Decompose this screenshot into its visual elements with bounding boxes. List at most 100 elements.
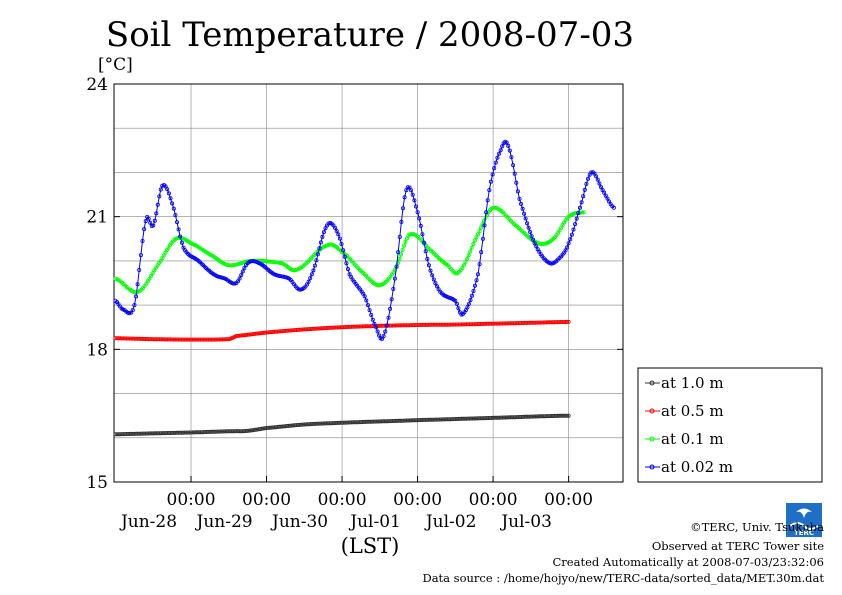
legend-item: at 1.0 m (645, 374, 724, 392)
data-point (415, 210, 420, 215)
data-point (528, 229, 533, 234)
x-tick-date: Jul-01 (348, 512, 401, 532)
x-tick-time: 00:00 (544, 490, 593, 510)
data-point (495, 155, 500, 160)
data-point (581, 210, 586, 215)
data-point (404, 188, 409, 193)
data-point (594, 174, 599, 179)
data-point (520, 206, 525, 211)
data-point (474, 278, 479, 283)
data-point (529, 234, 534, 239)
data-point (485, 198, 490, 203)
data-point (573, 222, 578, 227)
x-tick-time: 00:00 (393, 490, 442, 510)
data-point (312, 263, 317, 268)
data-point (579, 200, 584, 205)
logo-drop-icon (796, 508, 812, 518)
data-point (565, 245, 570, 250)
data-point (565, 413, 570, 418)
data-point (405, 185, 410, 190)
data-point (511, 163, 516, 168)
data-point (148, 220, 153, 225)
data-point (517, 196, 522, 201)
data-point (413, 204, 418, 209)
data-point (468, 298, 473, 303)
data-point (364, 298, 369, 303)
data-point (298, 287, 303, 292)
credit-observed: Observed at TERC Tower site (652, 539, 824, 553)
data-point (418, 223, 423, 228)
data-point (433, 281, 438, 286)
data-point (383, 329, 388, 334)
series-at-0-1-m (113, 205, 586, 295)
data-point (566, 241, 571, 246)
data-point (163, 184, 168, 189)
data-point (372, 321, 377, 326)
x-tick-time: 00:00 (167, 490, 216, 510)
data-point (152, 268, 157, 273)
data-point (400, 247, 405, 252)
data-point (157, 194, 162, 199)
data-point (481, 218, 486, 223)
data-point (522, 211, 527, 216)
data-point (135, 282, 140, 287)
data-point (531, 237, 536, 242)
data-point (396, 250, 401, 255)
data-point (386, 315, 391, 320)
data-point (130, 307, 135, 312)
data-point (477, 229, 482, 234)
data-point (602, 190, 607, 195)
data-point (586, 176, 591, 181)
x-tick-date: Jul-03 (499, 512, 552, 532)
terc-logo: TERC (786, 503, 822, 537)
data-point (428, 268, 433, 273)
data-point (456, 306, 461, 311)
data-point (523, 216, 528, 221)
data-point (469, 245, 474, 250)
data-point (568, 237, 573, 242)
data-point (611, 205, 616, 210)
data-point (394, 264, 399, 269)
y-tick-label: 15 (86, 473, 108, 493)
data-point (461, 263, 466, 268)
x-tick-date: Jun-29 (195, 512, 253, 532)
data-point (397, 234, 402, 239)
data-point (375, 329, 380, 334)
data-point (409, 188, 414, 193)
x-tick-time: 00:00 (469, 490, 518, 510)
data-point (466, 253, 471, 258)
data-point (173, 212, 178, 217)
data-point (133, 294, 138, 299)
data-point (493, 160, 498, 165)
data-point (464, 256, 469, 261)
legend-swatch-marker (649, 464, 655, 470)
data-point (506, 143, 511, 148)
data-point (582, 187, 587, 192)
data-point (314, 258, 319, 263)
data-point (512, 171, 517, 176)
x-ticks: 00:00Jun-2800:00Jun-2900:00Jun-3000:00Ju… (119, 476, 593, 532)
data-point (362, 294, 367, 299)
data-point (603, 193, 608, 198)
data-point (143, 219, 148, 224)
y-tick-label: 24 (86, 75, 108, 95)
data-point (453, 271, 458, 276)
data-point (367, 308, 372, 313)
data-point (336, 232, 341, 237)
data-point (417, 216, 422, 221)
data-point (398, 252, 403, 257)
credit-copyright: ©TERC, Univ. Tsukuba (690, 520, 824, 534)
data-point (339, 241, 344, 246)
data-point (369, 312, 374, 317)
data-point (423, 249, 428, 254)
legend-label: at 1.0 m (661, 374, 724, 392)
data-point (151, 223, 156, 228)
data-point (504, 140, 509, 145)
data-point (176, 227, 181, 232)
data-point (365, 303, 370, 308)
data-point (389, 297, 394, 302)
data-point (498, 148, 503, 153)
data-point (165, 187, 170, 192)
data-point (576, 211, 581, 216)
